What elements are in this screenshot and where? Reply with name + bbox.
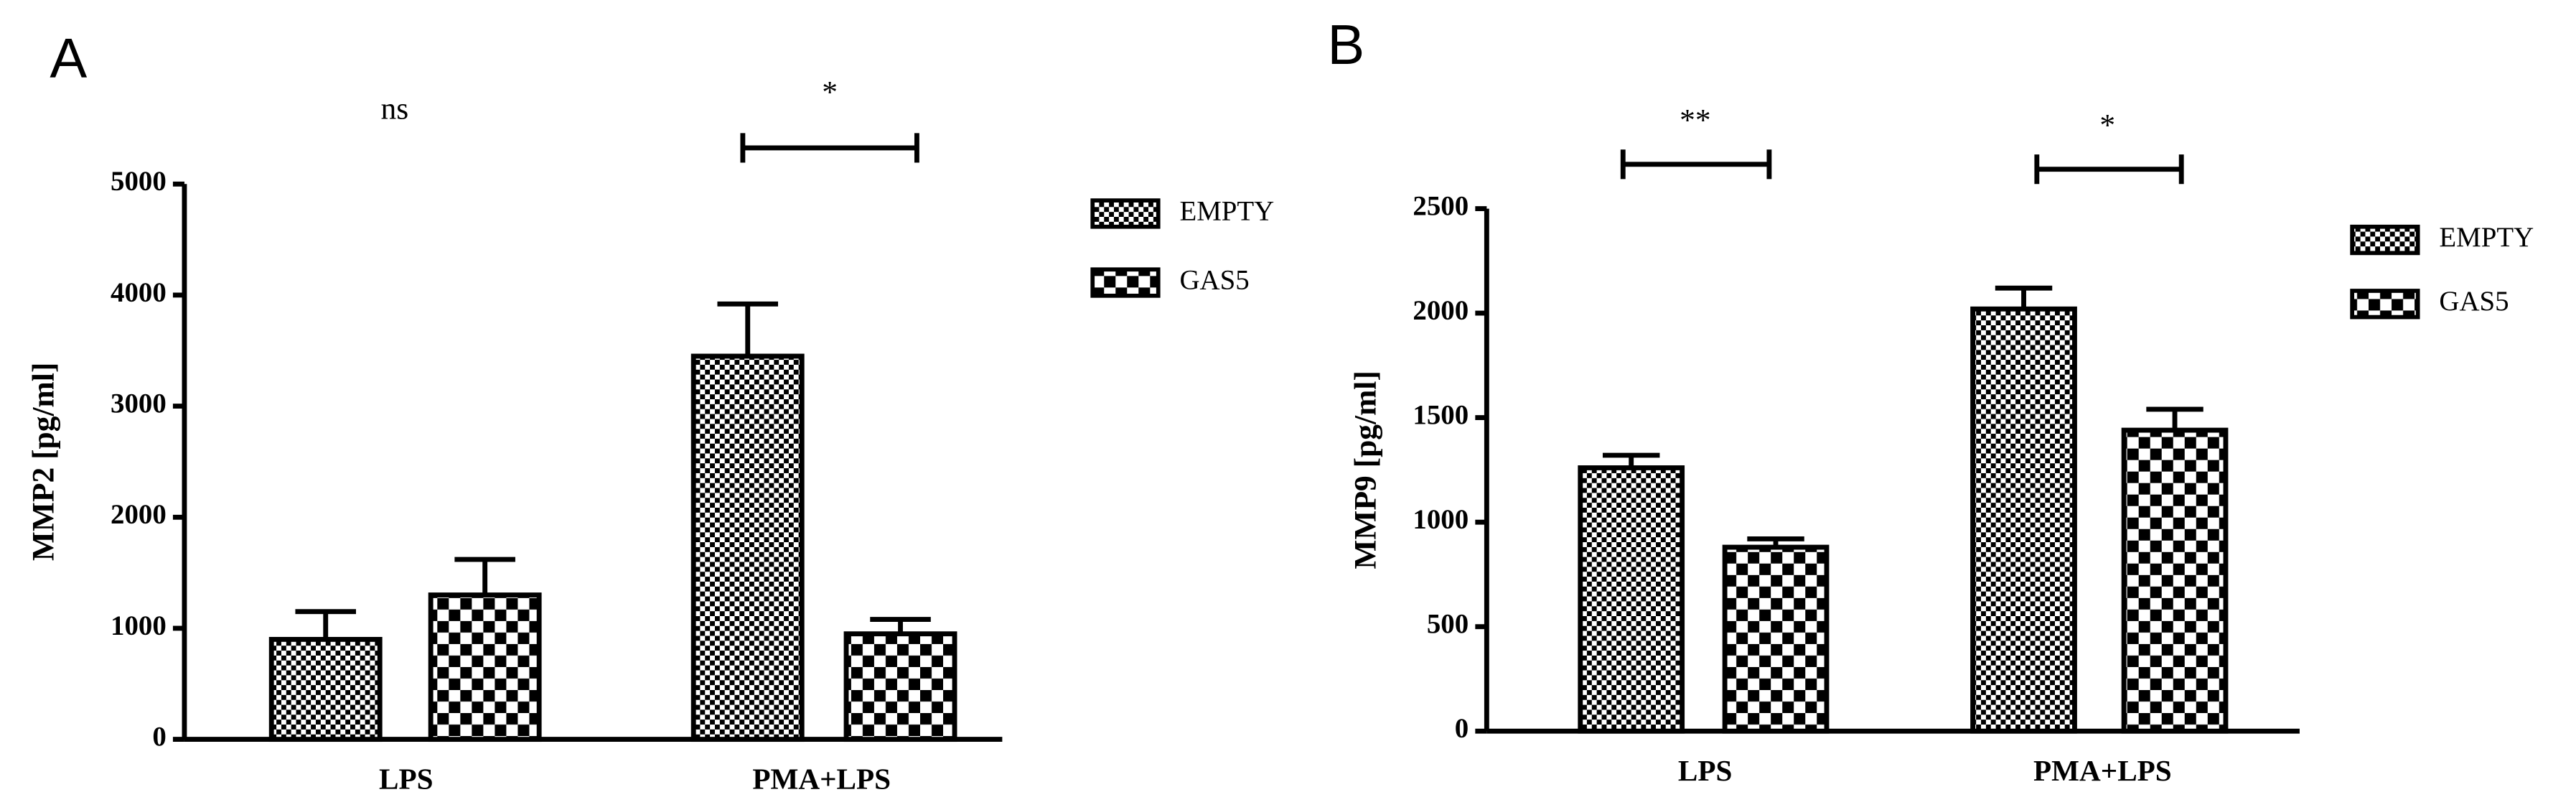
significance-label: * <box>2099 108 2115 142</box>
x-tick-label: PMA+LPS <box>2033 754 2172 787</box>
panel-label: B <box>1327 14 1364 76</box>
y-tick-label: 3000 <box>111 388 167 419</box>
y-tick-label: 2000 <box>1413 295 1469 326</box>
y-tick-label: 4000 <box>111 277 167 308</box>
legend-label: GAS5 <box>1179 264 1249 295</box>
legend-label: GAS5 <box>2439 286 2509 317</box>
y-tick-label: 2500 <box>1413 191 1469 222</box>
y-tick-label: 0 <box>1455 713 1469 744</box>
significance-label: * <box>822 75 838 110</box>
bar <box>690 353 805 742</box>
bar <box>1722 544 1830 734</box>
y-tick-label: 0 <box>152 722 166 753</box>
legend-swatch <box>2350 289 2420 320</box>
legend-label: EMPTY <box>2439 222 2534 253</box>
bar <box>843 631 957 742</box>
y-tick-label: 1500 <box>1413 400 1469 431</box>
legend-swatch <box>2350 224 2420 256</box>
panel-label: A <box>50 27 87 89</box>
x-tick-label: LPS <box>379 763 434 796</box>
bar <box>268 636 383 742</box>
significance-label: ** <box>1680 103 1710 138</box>
significance-label: ns <box>380 92 408 126</box>
bar <box>2121 427 2229 734</box>
x-tick-label: LPS <box>1678 754 1733 787</box>
legend-swatch <box>1090 267 1161 298</box>
x-tick-label: PMA+LPS <box>752 763 891 796</box>
y-tick-label: 5000 <box>111 166 167 197</box>
bar <box>428 592 542 742</box>
y-axis-label: MMP2 [pg/ml] <box>27 363 61 561</box>
y-tick-label: 2000 <box>111 499 167 530</box>
y-tick-label: 1000 <box>1413 504 1469 535</box>
legend-label: EMPTY <box>1179 195 1274 226</box>
y-tick-label: 1000 <box>111 610 167 641</box>
y-tick-label: 500 <box>1427 609 1469 640</box>
y-axis-label: MMP9 [pg/ml] <box>1349 371 1383 569</box>
bar <box>1578 465 1685 734</box>
legend-swatch <box>1090 198 1161 229</box>
bar <box>1970 306 2077 734</box>
